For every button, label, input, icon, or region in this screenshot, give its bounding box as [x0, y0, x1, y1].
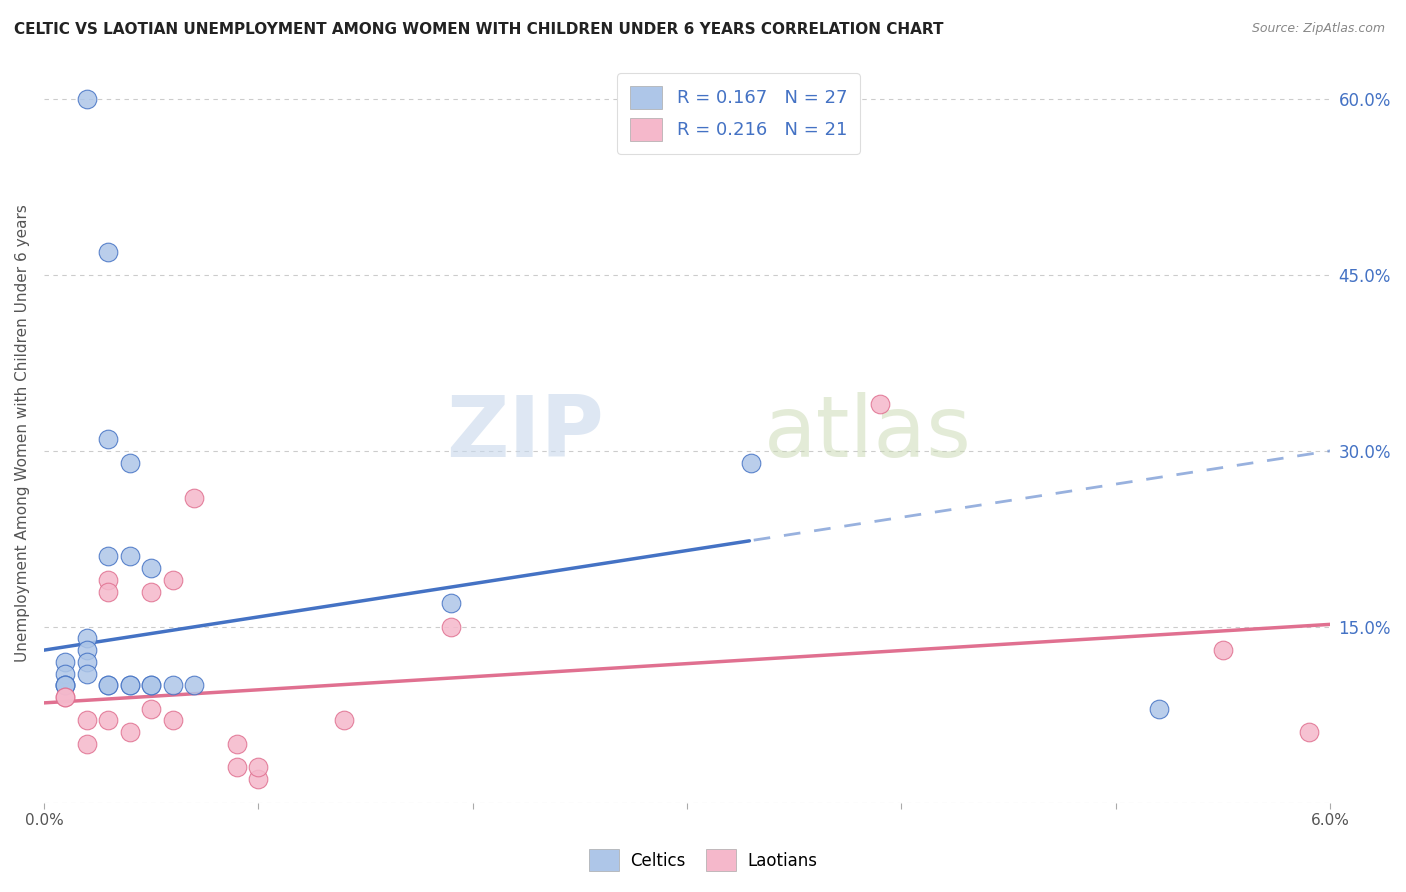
Point	[97, 432, 120, 446]
Point	[76, 737, 98, 751]
Point	[162, 678, 184, 692]
Point	[247, 772, 270, 786]
Legend: Celtics, Laotians: Celtics, Laotians	[581, 841, 825, 880]
Point	[333, 714, 356, 728]
Point	[740, 456, 762, 470]
Point	[97, 573, 120, 587]
Text: atlas: atlas	[765, 392, 972, 475]
Point	[139, 561, 162, 575]
Point	[97, 678, 120, 692]
Text: ZIP: ZIP	[446, 392, 603, 475]
Point	[76, 632, 98, 646]
Point	[118, 725, 141, 739]
Point	[162, 714, 184, 728]
Point	[97, 584, 120, 599]
Point	[1212, 643, 1234, 657]
Point	[76, 643, 98, 657]
Point	[97, 714, 120, 728]
Legend: R = 0.167   N = 27, R = 0.216   N = 21: R = 0.167 N = 27, R = 0.216 N = 21	[617, 73, 860, 153]
Point	[183, 678, 205, 692]
Point	[76, 655, 98, 669]
Point	[139, 702, 162, 716]
Point	[139, 678, 162, 692]
Point	[225, 760, 247, 774]
Point	[53, 655, 76, 669]
Point	[225, 737, 247, 751]
Text: CELTIC VS LAOTIAN UNEMPLOYMENT AMONG WOMEN WITH CHILDREN UNDER 6 YEARS CORRELATI: CELTIC VS LAOTIAN UNEMPLOYMENT AMONG WOM…	[14, 22, 943, 37]
Point	[97, 678, 120, 692]
Point	[118, 456, 141, 470]
Y-axis label: Unemployment Among Women with Children Under 6 years: Unemployment Among Women with Children U…	[15, 204, 30, 662]
Point	[118, 549, 141, 564]
Point	[53, 690, 76, 704]
Point	[97, 244, 120, 259]
Point	[53, 666, 76, 681]
Point	[139, 678, 162, 692]
Text: Source: ZipAtlas.com: Source: ZipAtlas.com	[1251, 22, 1385, 36]
Point	[183, 491, 205, 505]
Point	[139, 584, 162, 599]
Point	[76, 666, 98, 681]
Point	[440, 596, 463, 610]
Point	[440, 620, 463, 634]
Point	[53, 678, 76, 692]
Point	[869, 397, 891, 411]
Point	[118, 678, 141, 692]
Point	[118, 678, 141, 692]
Point	[53, 690, 76, 704]
Point	[162, 573, 184, 587]
Point	[53, 678, 76, 692]
Point	[97, 549, 120, 564]
Point	[1298, 725, 1320, 739]
Point	[53, 678, 76, 692]
Point	[247, 760, 270, 774]
Point	[1147, 702, 1170, 716]
Point	[76, 714, 98, 728]
Point	[76, 92, 98, 106]
